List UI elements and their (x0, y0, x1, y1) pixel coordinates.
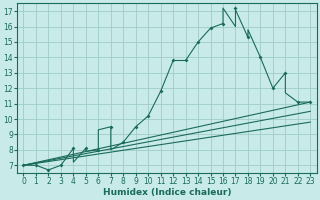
X-axis label: Humidex (Indice chaleur): Humidex (Indice chaleur) (103, 188, 231, 197)
